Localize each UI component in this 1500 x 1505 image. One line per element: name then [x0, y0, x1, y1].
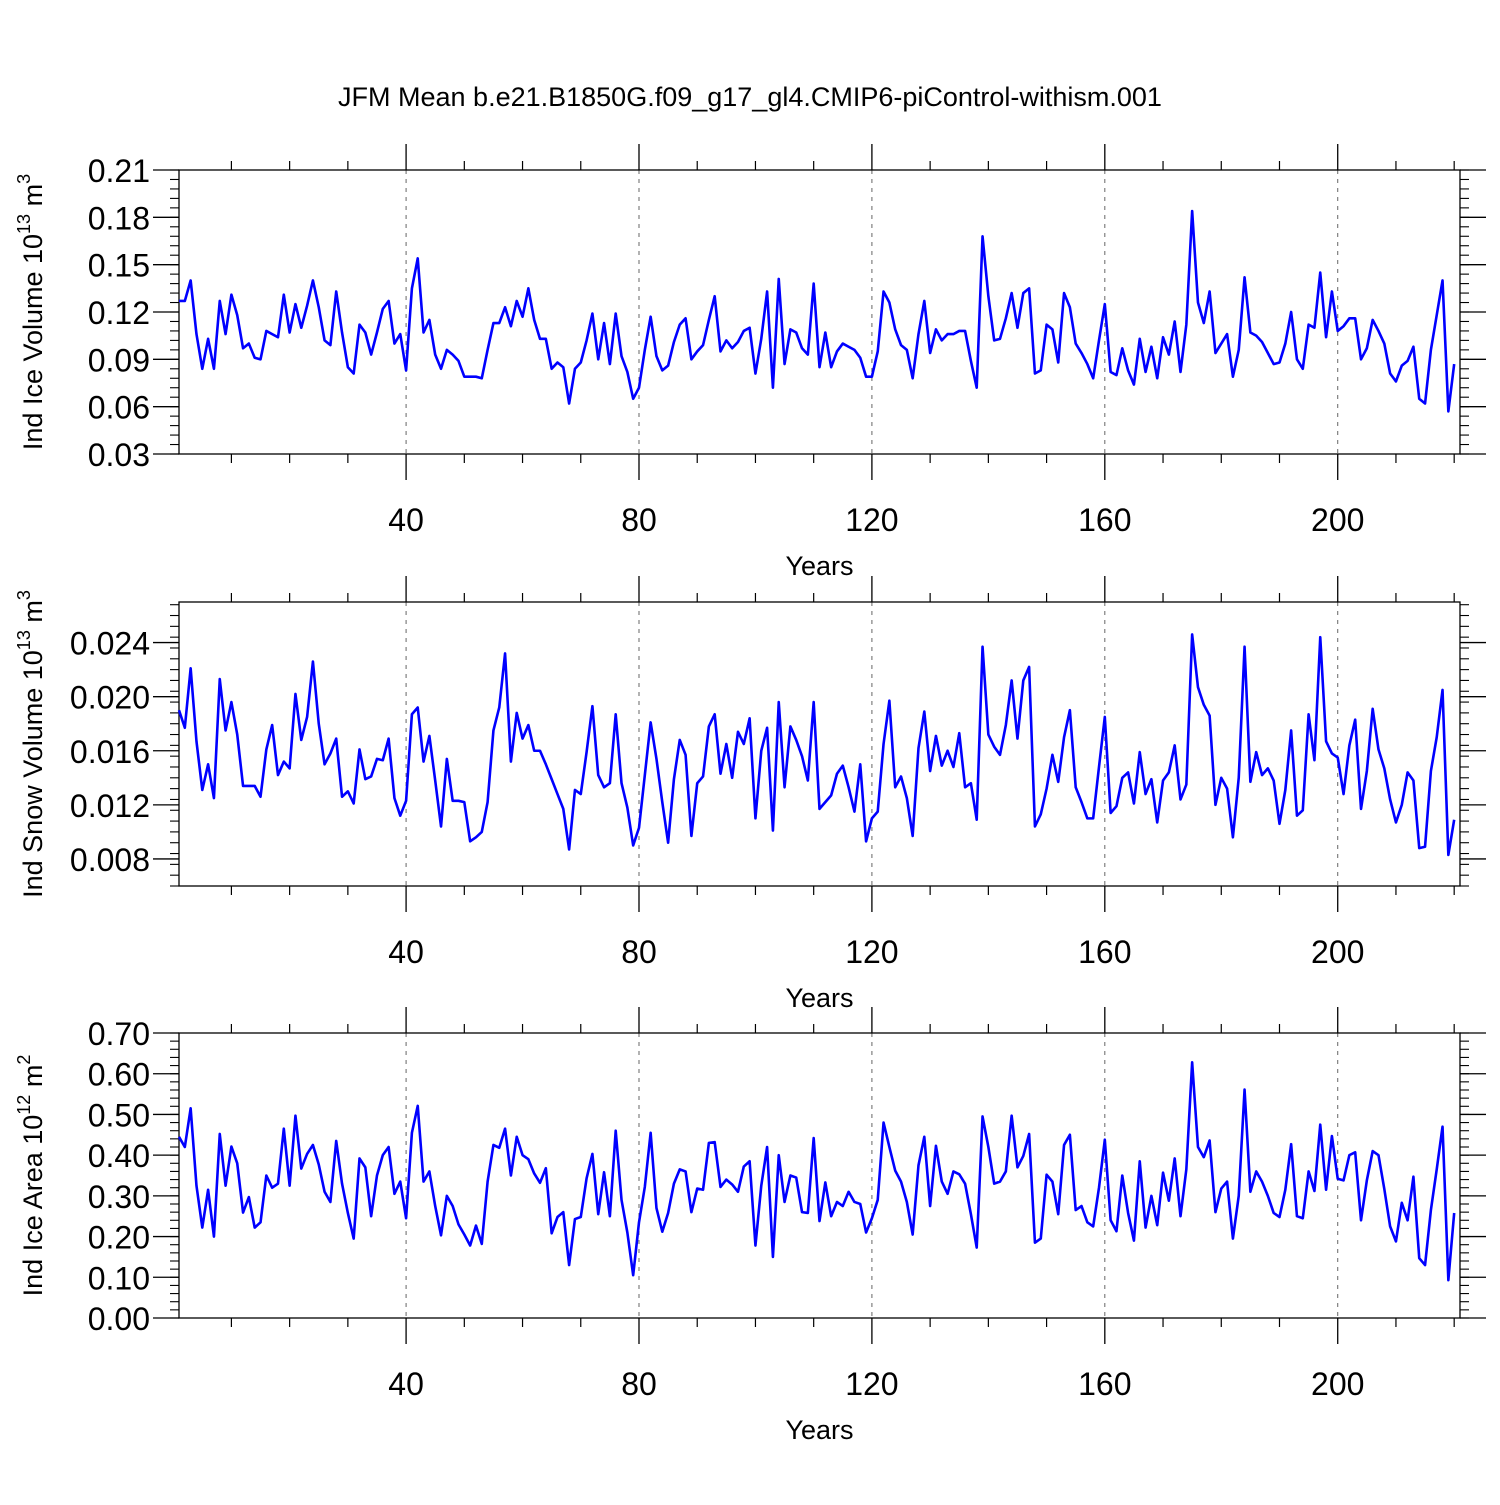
y-axis-title-unit: m [18, 1065, 48, 1095]
y-tick-label: 0.50 [88, 1097, 150, 1133]
x-tick-label: 40 [388, 502, 424, 538]
y-tick-label: 0.30 [88, 1179, 150, 1215]
y-axis-title-text: Ind Ice Area 10 [18, 1115, 48, 1297]
x-axis-title: Years [785, 551, 853, 581]
x-tick-label: 80 [621, 502, 657, 538]
y-tick-label: 0.024 [70, 626, 150, 662]
x-tick-label: 120 [845, 934, 898, 970]
ice-volume-series-line [179, 209, 1456, 413]
y-axis-title-text: Ind Snow Volume 10 [18, 650, 48, 898]
y-axis-title: Ind Ice Volume 1013 m3 [14, 174, 48, 450]
y-axis-title: Ind Snow Volume 1013 m3 [14, 590, 48, 898]
y-tick-label: 0.012 [70, 788, 150, 824]
snow-volume-series-line [177, 633, 1456, 857]
snow-volume-panel: 40 80 120 160 200 Years 0.008 0.012 0.016 0.020 0.… [14, 576, 1486, 1013]
y-tick-label: 0.09 [88, 342, 150, 378]
y-tick-label: 0.00 [88, 1301, 150, 1337]
x-tick-label: 160 [1078, 934, 1131, 970]
y-tick-label: 0.20 [88, 1220, 150, 1256]
x-tick-label: 200 [1311, 502, 1364, 538]
y-tick-label: 0.15 [88, 248, 150, 284]
y-tick-label: 0.60 [88, 1057, 150, 1093]
y-tick-label: 0.008 [70, 842, 150, 878]
y-tick-label: 0.18 [88, 200, 150, 236]
figure-title: JFM Mean b.e21.B1850G.f09_g17_gl4.CMIP6-… [338, 82, 1162, 112]
y-tick-label: 0.03 [88, 437, 150, 473]
y-axis-title-unit: m [18, 184, 48, 214]
y-tick-label: 0.70 [88, 1016, 150, 1052]
plot-frame [178, 169, 1461, 455]
x-tick-label: 80 [621, 934, 657, 970]
ice-volume-panel: 40 80 120 160 200 Years 0.03 0.06 0.09 0.12 0.15 0.… [14, 144, 1486, 581]
y-axis-title-exponent: 13 [14, 214, 34, 234]
x-axis-title: Years [785, 1415, 853, 1445]
x-tick-label: 40 [388, 934, 424, 970]
y-axis-title-text: Ind Ice Volume 10 [18, 234, 48, 450]
y-tick-label: 0.12 [88, 295, 150, 331]
y-axis-title-unit-exponent: 2 [14, 1055, 34, 1065]
x-tick-label: 200 [1311, 934, 1364, 970]
y-axis-title-unit-exponent: 3 [14, 174, 34, 184]
ice-area-panel: 40 80 120 160 200 Years 0.00 0.10 0.20 0.30 0.40 0.… [14, 1007, 1486, 1445]
plot-frame [178, 1032, 1461, 1319]
x-tick-label: 120 [845, 1366, 898, 1402]
y-tick-label: 0.40 [88, 1138, 150, 1174]
ice-area-series-line [177, 1061, 1456, 1282]
y-axis-title-exponent: 13 [14, 630, 34, 650]
x-tick-label: 120 [845, 502, 898, 538]
x-tick-label: 160 [1078, 502, 1131, 538]
y-tick-label: 0.020 [70, 680, 150, 716]
panels: 40 80 120 160 200 Years 0.03 0.06 0.09 0.12 0.15 0.… [14, 144, 1486, 1445]
plot-frame [178, 601, 1461, 887]
y-tick-label: 0.21 [88, 153, 150, 189]
y-tick-label: 0.06 [88, 390, 150, 426]
x-axis-title: Years [785, 983, 853, 1013]
x-tick-label: 160 [1078, 1366, 1131, 1402]
x-tick-label: 40 [388, 1366, 424, 1402]
y-axis-title-unit-exponent: 3 [14, 590, 34, 600]
y-tick-label: 0.10 [88, 1260, 150, 1296]
x-tick-label: 200 [1311, 1366, 1364, 1402]
y-tick-label: 0.016 [70, 734, 150, 770]
y-axis-title-exponent: 12 [14, 1095, 34, 1115]
y-axis-title-unit: m [18, 600, 48, 630]
x-tick-label: 80 [621, 1366, 657, 1402]
y-axis-title: Ind Ice Area 1012 m2 [14, 1055, 48, 1297]
